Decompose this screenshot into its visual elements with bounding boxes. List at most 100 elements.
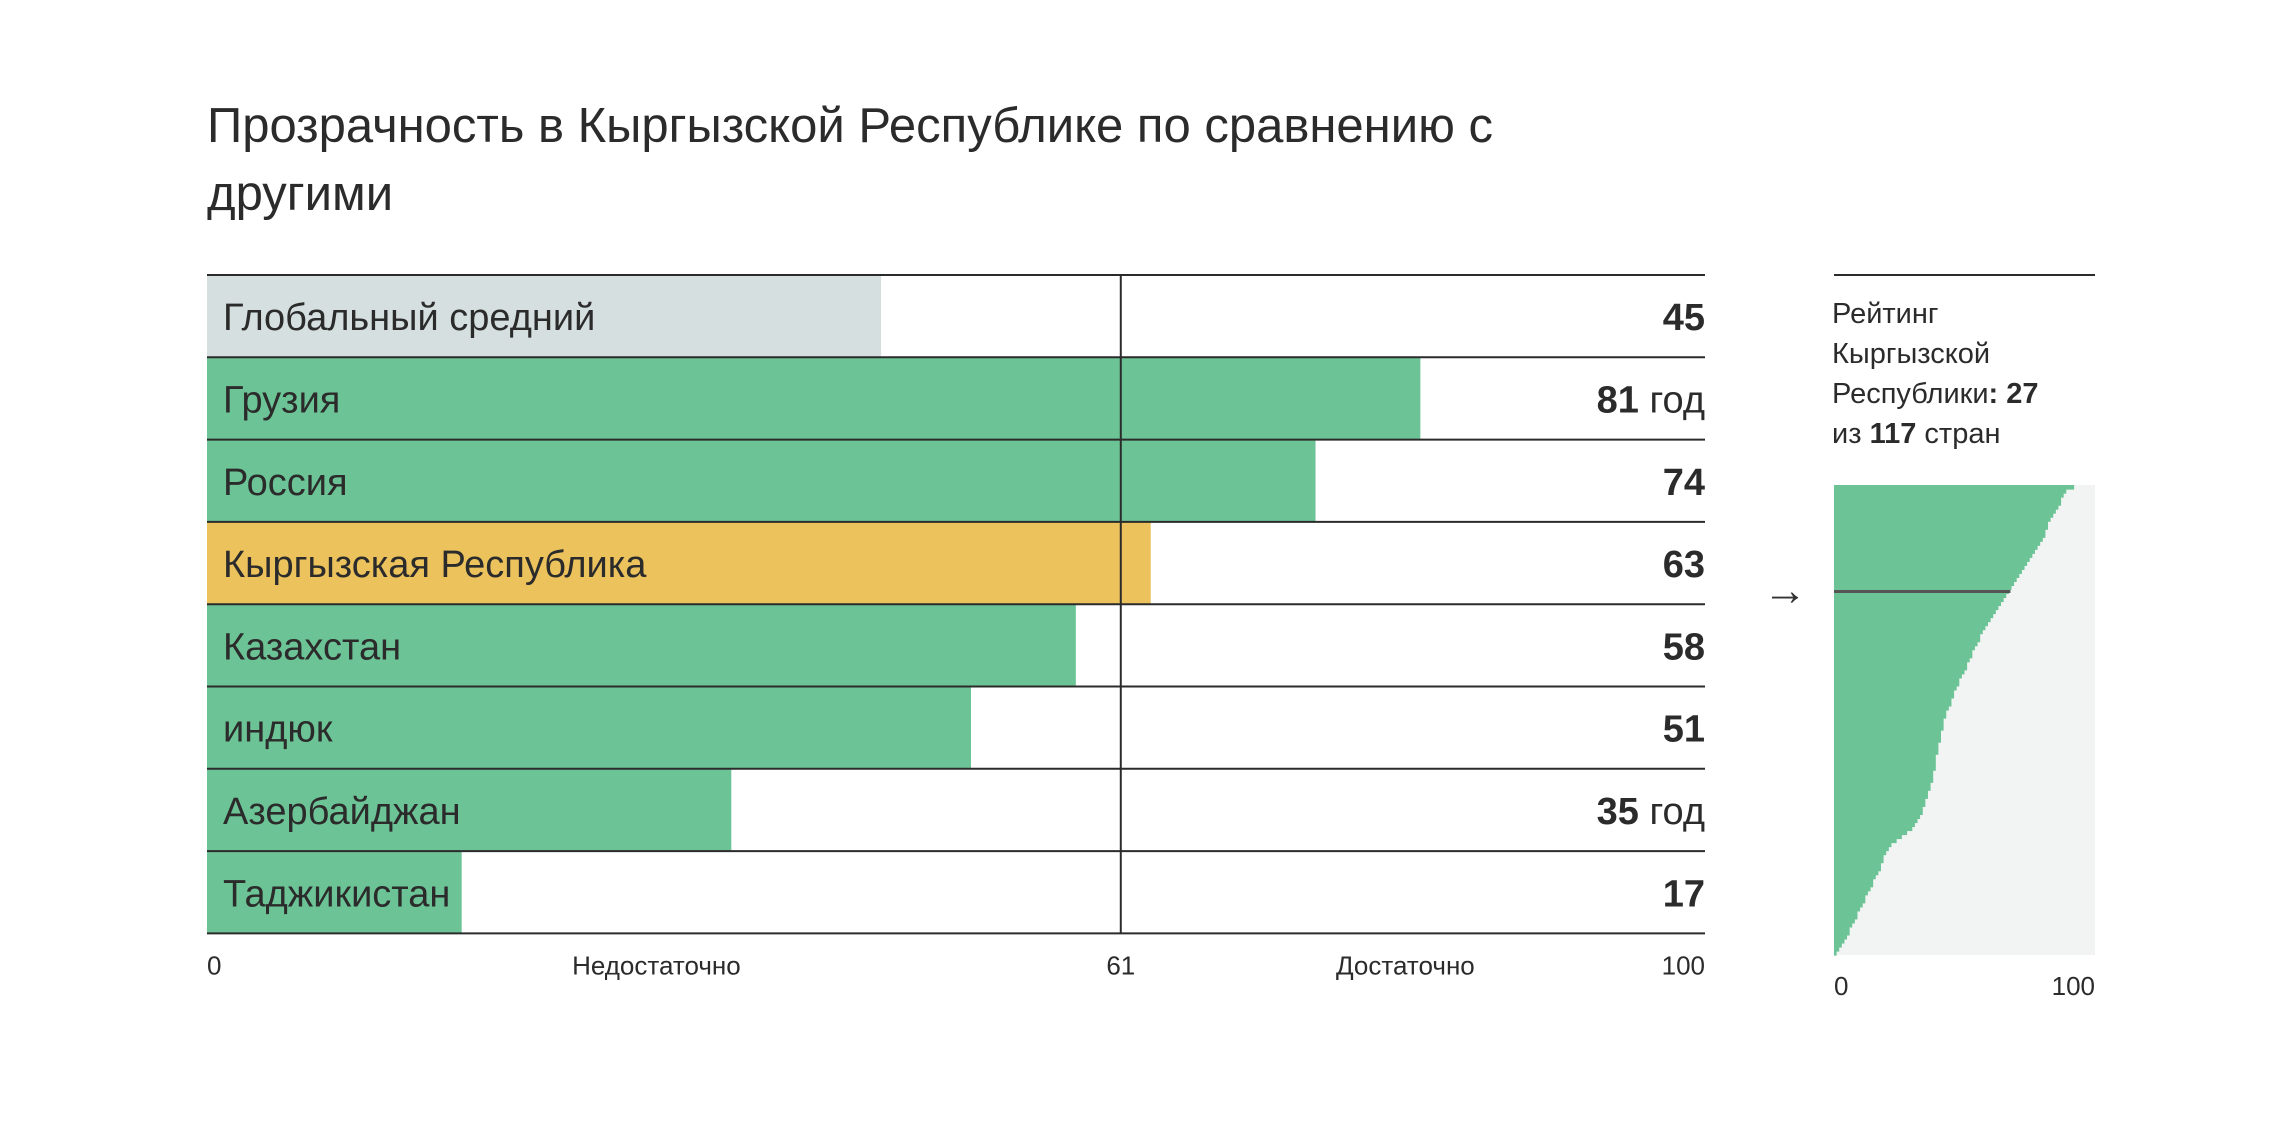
bar — [207, 275, 882, 358]
country-bar — [1834, 673, 1962, 679]
country-bar — [1834, 661, 1968, 667]
country-bar — [1834, 537, 2043, 542]
country-bar — [1834, 529, 2046, 534]
country-bar — [1834, 513, 2054, 518]
country-bar — [1834, 593, 2007, 599]
country-bar — [1834, 794, 1928, 799]
country-bar — [1834, 950, 1837, 956]
caption-countries: стран — [1924, 418, 2001, 450]
country-bar — [1834, 746, 1939, 751]
value-suffix: год — [1639, 791, 1705, 833]
country-bar — [1834, 553, 2033, 558]
country-bar — [1834, 846, 1889, 852]
value-label: 51 — [1663, 709, 1705, 751]
bar — [207, 604, 1076, 687]
country-bar — [1834, 938, 1845, 944]
country-bar — [1834, 942, 1842, 948]
country-bar — [1834, 762, 1936, 767]
country-bar — [1834, 758, 1936, 763]
country-bar — [1834, 734, 1942, 739]
country-bar — [1834, 830, 1908, 836]
value-suffix: год — [1639, 379, 1705, 421]
country-bar — [1834, 894, 1866, 900]
country-bar — [1834, 934, 1848, 940]
country-bar — [1834, 601, 2002, 607]
country-bar — [1834, 497, 2062, 502]
country-bar — [1834, 850, 1887, 856]
country-bar — [1834, 669, 1965, 675]
country-bar — [1834, 866, 1881, 872]
country-bar — [1834, 561, 2028, 566]
country-bar — [1834, 517, 2051, 522]
axis-tick-label: Достаточно — [1336, 950, 1475, 980]
country-bar — [1834, 657, 1970, 663]
value-number: 35 — [1597, 791, 1639, 833]
category-label: индюк — [223, 709, 333, 751]
bar — [207, 439, 1316, 522]
country-bar — [1834, 533, 2046, 538]
country-bar — [1834, 870, 1879, 876]
country-bar — [1834, 705, 1949, 711]
country-bar — [1834, 505, 2059, 510]
axis-tick-label: 100 — [1662, 950, 1705, 980]
country-bar — [1834, 826, 1913, 832]
country-bar — [1834, 645, 1975, 651]
country-bar — [1834, 613, 1994, 619]
country-bar — [1834, 750, 1939, 755]
country-bar — [1834, 697, 1952, 703]
country-bar — [1834, 637, 1981, 643]
bar — [207, 521, 1151, 605]
country-bar — [1834, 489, 2067, 494]
country-bar — [1834, 890, 1868, 896]
country-bar — [1834, 573, 2020, 578]
country-bar — [1834, 493, 2064, 498]
category-label: Россия — [223, 462, 348, 504]
bar — [207, 768, 732, 852]
country-bar — [1834, 802, 1926, 807]
country-bar — [1834, 713, 1947, 719]
country-bar — [1834, 649, 1973, 655]
country-bar — [1834, 717, 1944, 723]
value-number: 81 — [1597, 379, 1639, 421]
country-bar — [1834, 878, 1874, 884]
country-bar — [1834, 581, 2015, 587]
arrow-right-icon: → — [1763, 566, 1807, 615]
category-label: Глобальный средний — [223, 297, 595, 339]
country-bar — [1834, 774, 1934, 779]
country-bar — [1834, 525, 2049, 530]
country-bar — [1834, 509, 2056, 514]
country-bar — [1834, 685, 1957, 691]
value-label: 81 год — [1597, 379, 1705, 421]
bar — [207, 851, 462, 934]
value-label: 63 — [1663, 544, 1705, 586]
country-bar — [1834, 485, 2075, 490]
country-bar — [1834, 557, 2030, 562]
country-bar — [1834, 926, 1850, 932]
country-bar — [1834, 726, 1944, 731]
country-bar — [1834, 665, 1968, 671]
category-label: Кыргызская Республика — [223, 544, 647, 586]
country-bar — [1834, 922, 1853, 928]
country-bar — [1834, 677, 1960, 683]
country-bar — [1834, 709, 1947, 715]
country-bar — [1834, 609, 1996, 615]
country-bar — [1834, 910, 1858, 916]
country-bar — [1834, 906, 1861, 912]
axis-tick-label: 61 — [1106, 950, 1135, 980]
value-label: 74 — [1663, 462, 1705, 504]
caption-colon: : — [1988, 378, 1999, 410]
country-bar — [1834, 842, 1892, 848]
value-label: 45 — [1663, 297, 1705, 339]
country-bar — [1834, 930, 1850, 936]
axis-tick-label: 0 — [207, 950, 221, 980]
country-bar — [1834, 545, 2038, 550]
country-bar — [1834, 742, 1939, 747]
country-bar — [1834, 738, 1942, 743]
country-bar — [1834, 605, 1999, 611]
axis-tick-label: 100 — [2052, 971, 2095, 1001]
country-bar — [1834, 585, 2012, 591]
country-bar — [1834, 782, 1931, 787]
caption-line2: Кыргызской — [1832, 338, 1991, 370]
